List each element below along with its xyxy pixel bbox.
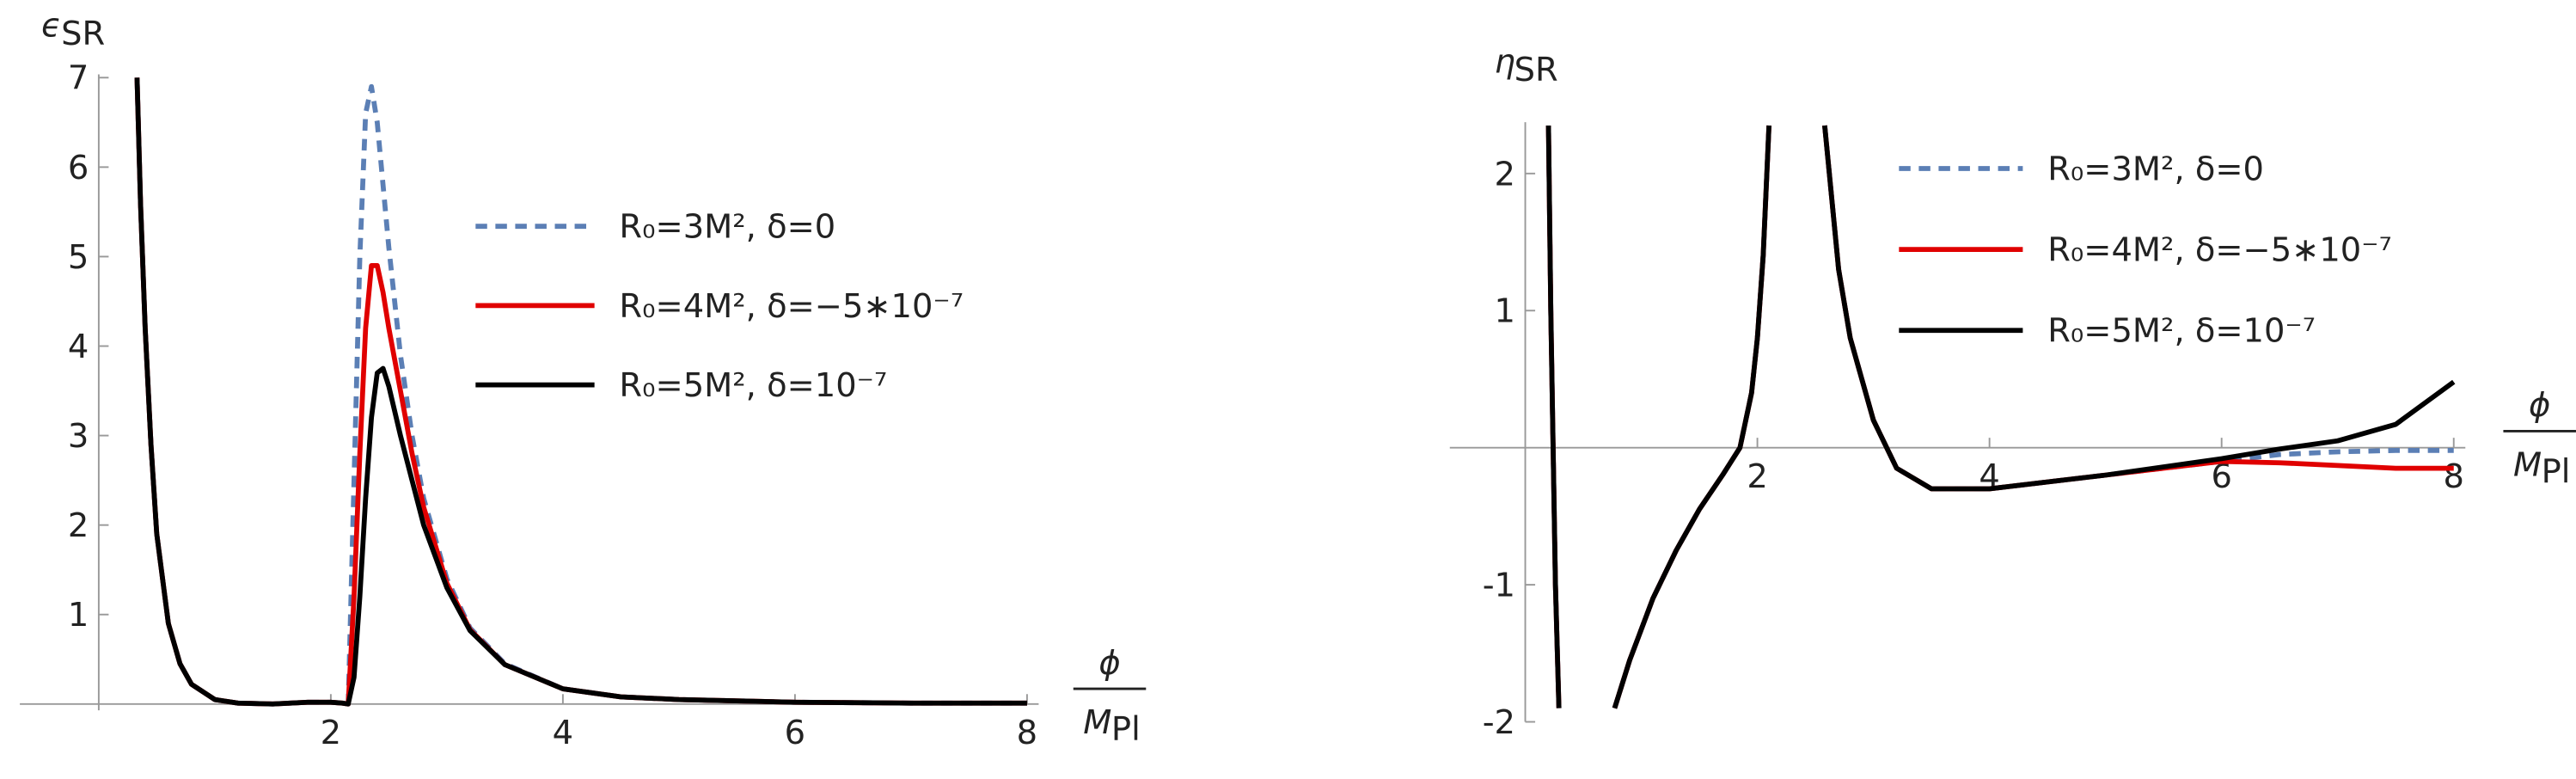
x-label-num: ϕ	[2529, 386, 2550, 425]
y-tick-label: 1	[68, 596, 89, 635]
series-line	[134, 77, 1027, 707]
x-tick-label: 6	[785, 714, 805, 752]
x-tick-label: 2	[321, 714, 341, 752]
series-line	[134, 77, 1027, 707]
y-tick-label: 5	[68, 238, 89, 277]
y-tick-label: -2	[1483, 703, 1515, 742]
x-tick-label: 2	[1747, 457, 1767, 496]
x-tick-label: 4	[553, 714, 573, 752]
legend-label: R₀=5M², δ=10⁻⁷	[619, 366, 887, 405]
legend-label: R₀=5M², δ=10⁻⁷	[2047, 312, 2316, 351]
y-tick-label: 7	[68, 59, 89, 98]
series-line	[1545, 125, 2454, 709]
x-tick-label: 8	[1017, 714, 1037, 752]
y-label: ϵ	[41, 6, 62, 45]
legend-label: R₀=3M², δ=0	[619, 208, 835, 247]
y-label: η	[1495, 43, 1515, 82]
x-label-num: ϕ	[1098, 644, 1120, 683]
y-tick-label: 1	[1495, 292, 1515, 331]
x-label-den-sub: Pl	[1111, 710, 1141, 749]
series-line	[1545, 125, 2454, 709]
y-tick-label: 4	[68, 328, 89, 366]
y-tick-label: 3	[68, 417, 89, 456]
x-label-den-sub: Pl	[2542, 452, 2571, 491]
y-label-sub: SR	[1514, 51, 1558, 89]
y-tick-label: 2	[1495, 155, 1515, 193]
x-label-den: M	[2513, 445, 2542, 484]
series-line	[1545, 125, 2456, 709]
y-tick-label: 6	[68, 149, 89, 187]
y-tick-label: 2	[68, 506, 89, 545]
legend-label: R₀=4M², δ=−5∗10⁻⁷	[619, 287, 964, 326]
legend-label: R₀=3M², δ=0	[2047, 150, 2264, 188]
y-tick-label: -1	[1483, 567, 1515, 605]
y-label-sub: SR	[61, 15, 105, 53]
legend-label: R₀=4M², δ=−5∗10⁻⁷	[2047, 231, 2392, 270]
x-tick-label: 8	[2444, 457, 2464, 496]
x-label-den: M	[1083, 703, 1111, 742]
series-line	[134, 77, 1027, 707]
